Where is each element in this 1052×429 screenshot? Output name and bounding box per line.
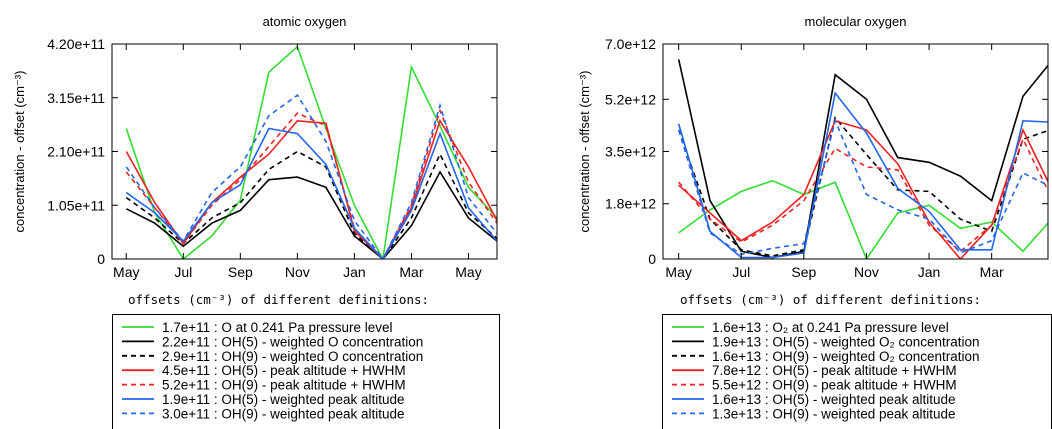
y-tick-label: 2.10e+11 [47, 144, 105, 160]
x-tick-label: Mar [399, 264, 423, 280]
x-tick-label: Mar [980, 264, 1004, 280]
x-tick-label: May [665, 264, 691, 280]
legend-entry-oh5_conc: 2.2e+11 : OH(5) - weighted O concentrati… [162, 334, 423, 349]
y-tick-label: 5.2e+12 [605, 91, 656, 107]
legend-box [112, 314, 500, 429]
legend-entry-oh5_peak_hwhm: 4.5e+11 : OH(5) - peak altitude + HWHM [162, 363, 406, 378]
y-tick-label: 1.05e+11 [47, 197, 105, 213]
x-tick-label: Jan [918, 264, 941, 280]
x-tick-label: Sep [791, 264, 816, 280]
x-tick-label: Nov [285, 264, 310, 280]
legend-entry-o_pressure: 1.6e+13 : O₂ at 0.241 Pa pressure level [712, 320, 949, 335]
y-axis-label: concentration - offset (cm⁻³) [577, 71, 592, 233]
x-tick-label: Jul [732, 264, 750, 280]
chart-title: molecular oxygen [805, 14, 907, 29]
legend-box [662, 314, 1052, 429]
series-line-oh9_conc [125, 150, 497, 259]
series-line-oh9_weighted_peak [125, 94, 497, 259]
series-lines [677, 59, 1048, 259]
series-line-oh9_weighted_peak [677, 118, 1048, 256]
series-line-oh5_conc [125, 170, 497, 259]
y-tick-label: 4.20e+11 [47, 36, 105, 52]
series-line-oh9_peak_hwhm [125, 108, 497, 259]
legend-entry-oh9_weighted_peak: 3.0e+11 : OH(9) - weighted peak altitude [162, 406, 405, 421]
series-lines [125, 45, 497, 259]
y-tick-label: 0 [648, 251, 656, 267]
legend-entry-oh9_conc: 1.6e+13 : OH(9) - weighted O₂ concentrat… [712, 349, 980, 364]
y-axis-label: concentration - offset (cm⁻³) [12, 71, 27, 233]
series-line-oh5_weighted_peak [677, 91, 1048, 259]
x-tick-label: Sep [228, 264, 253, 280]
series-line-oh9_conc [677, 115, 1048, 257]
legend-entry-oh9_weighted_peak: 1.3e+13 : OH(9) - weighted peak altitude [712, 406, 956, 421]
series-line-oh5_weighted_peak [125, 127, 497, 259]
y-tick-label: 3.5e+12 [605, 144, 656, 160]
legend-entry-oh5_weighted_peak: 1.9e+11 : OH(5) - weighted peak altitude [162, 392, 405, 407]
legend-entry-oh9_conc: 2.9e+11 : OH(9) - weighted O concentrati… [162, 349, 423, 364]
x-tick-label: May [113, 264, 139, 280]
x-tick-label: Jan [343, 264, 366, 280]
y-tick-label: 0 [97, 251, 105, 267]
series-line-oh9_peak_hwhm [678, 137, 1048, 253]
series-line-o_pressure [125, 45, 497, 259]
series-line-oh5_peak_hwhm [678, 119, 1048, 259]
molecular-oxygen-panel: molecular oxygen concentration - offset (… [577, 14, 1052, 429]
x-tick-label: Nov [854, 264, 879, 280]
legend-entry-o_pressure: 1.7e+11 : O at 0.241 Pa pressure level [162, 320, 393, 335]
y-tick-label: 1.8e+12 [605, 196, 656, 212]
x-tick-label: May [455, 264, 481, 280]
y-tick-label: 3.15e+11 [47, 90, 105, 106]
atomic-oxygen-panel: atomic oxygen concentration - offset (cm⁻… [12, 14, 500, 429]
y-tick-label: 7.0e+12 [605, 36, 656, 52]
series-line-o_pressure [678, 179, 1048, 259]
offsets-caption: offsets (cm⁻³) of different definitions: [680, 292, 981, 307]
series-line-oh5_conc [677, 59, 1048, 259]
legend-entry-oh9_peak_hwhm: 5.5e+12 : OH(9) - peak altitude + HWHM [712, 378, 957, 393]
chart-title: atomic oxygen [263, 14, 347, 29]
legend-entry-oh5_peak_hwhm: 7.8e+12 : OH(5) - peak altitude + HWHM [712, 363, 957, 378]
x-tick-label: Jul [174, 264, 192, 280]
legend-entry-oh5_weighted_peak: 1.6e+13 : OH(5) - weighted peak altitude [712, 392, 956, 407]
offsets-caption: offsets (cm⁻³) of different definitions: [128, 292, 429, 307]
legend-entry-oh9_peak_hwhm: 5.2e+11 : OH(9) - peak altitude + HWHM [162, 378, 406, 393]
legend-entry-oh5_conc: 1.9e+13 : OH(5) - weighted O₂ concentrat… [712, 334, 980, 349]
